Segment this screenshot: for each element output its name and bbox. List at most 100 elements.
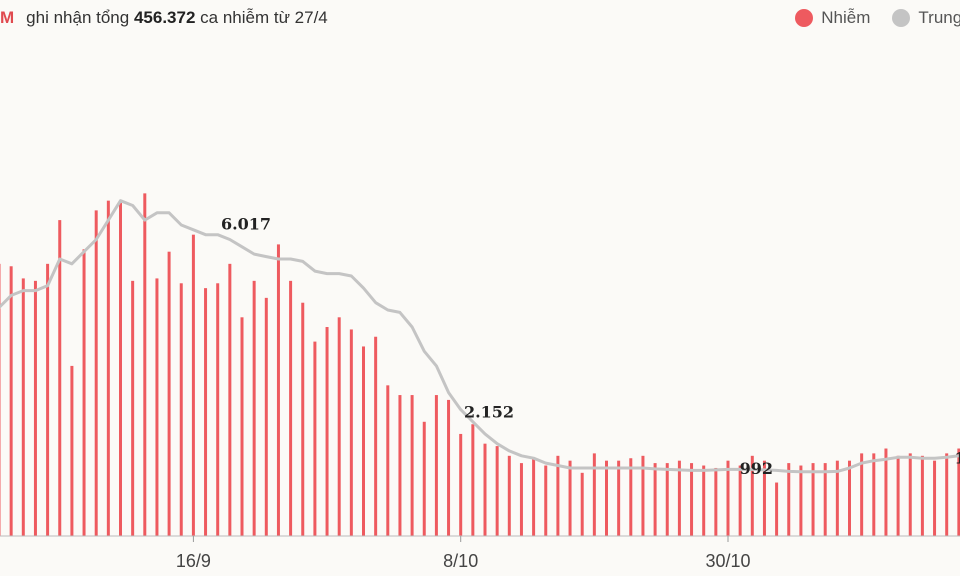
bar	[544, 465, 548, 536]
value-label: 992	[740, 459, 773, 478]
bar	[191, 234, 195, 536]
legend-item-infected[interactable]: Nhiễm	[795, 8, 870, 28]
bar	[920, 455, 924, 536]
bar	[896, 455, 900, 536]
bar	[252, 280, 256, 536]
bar	[835, 460, 839, 536]
bar	[884, 448, 888, 536]
header-text-after: ca nhiễm từ 27/4	[200, 8, 328, 27]
bar	[325, 327, 329, 536]
x-tick-label: 8/10	[443, 551, 478, 571]
bar	[762, 460, 766, 536]
x-axis-ticks: 16/9 8/10 30/10	[176, 536, 751, 571]
bar	[46, 263, 50, 536]
bar	[386, 385, 390, 536]
bar	[410, 395, 414, 536]
header-text-before: ghi nhận tổng	[26, 8, 130, 27]
bar	[702, 465, 706, 536]
bar	[289, 280, 293, 536]
bar	[726, 460, 730, 536]
bar	[349, 329, 353, 536]
bar	[131, 280, 135, 536]
bar	[592, 453, 596, 536]
bar	[933, 460, 937, 536]
bar	[568, 460, 572, 536]
value-label: 2.152	[464, 402, 514, 421]
bar	[714, 467, 718, 536]
value-annotations: 6.017 2.152 992 1.	[221, 215, 960, 478]
bar	[447, 399, 451, 536]
bar	[422, 421, 426, 536]
legend-dot-infected	[795, 9, 814, 27]
bar	[119, 200, 122, 536]
bar	[629, 458, 633, 536]
bar	[94, 210, 98, 536]
bar	[398, 395, 402, 536]
legend-item-average[interactable]: Trung bình	[892, 8, 960, 28]
bar	[228, 263, 232, 536]
bar	[872, 453, 876, 536]
bar	[775, 482, 779, 536]
bar	[434, 395, 438, 536]
header-tag: M	[0, 8, 15, 27]
bar	[799, 465, 803, 536]
bar	[823, 463, 827, 536]
bar	[143, 193, 147, 536]
bar	[204, 288, 208, 536]
legend-dot-average	[892, 9, 911, 27]
bar	[459, 433, 463, 536]
bar	[301, 302, 305, 536]
bar	[860, 453, 864, 536]
bar	[21, 278, 25, 536]
chart-header: M ghi nhận tổng 456.372 ca nhiễm từ 27/4	[0, 6, 328, 30]
bar	[957, 448, 960, 536]
bar	[665, 463, 669, 536]
bar	[33, 280, 37, 536]
bar	[70, 365, 74, 536]
bar	[653, 463, 657, 536]
bar	[155, 278, 159, 536]
bar	[9, 266, 13, 536]
bar	[471, 424, 475, 536]
bar	[690, 463, 694, 536]
bar	[750, 455, 754, 536]
bar	[556, 455, 560, 536]
legend-label-average: Trung bình	[918, 8, 960, 27]
value-label: 6.017	[221, 215, 271, 234]
bar	[738, 465, 742, 536]
bar	[106, 200, 110, 536]
bar	[811, 463, 815, 536]
bar	[240, 317, 244, 536]
bar	[580, 472, 584, 536]
bar	[483, 443, 487, 536]
bar	[945, 453, 949, 536]
bar	[848, 460, 851, 536]
bar	[787, 463, 791, 536]
bar	[908, 453, 912, 536]
bar	[276, 244, 280, 536]
bar	[58, 220, 62, 536]
bar	[167, 251, 171, 536]
chart-legend: Nhiễm Trung bình	[795, 6, 960, 30]
bar	[264, 297, 268, 536]
bar	[179, 283, 183, 536]
bar	[0, 263, 1, 536]
x-tick-label: 16/9	[176, 551, 211, 571]
bar	[617, 460, 621, 536]
bar	[641, 455, 645, 536]
bar	[532, 458, 536, 536]
header-total: 456.372	[133, 8, 196, 27]
bar	[313, 341, 317, 536]
value-label: 1.	[954, 449, 960, 468]
bar	[82, 249, 86, 536]
bar	[337, 317, 341, 536]
bar	[362, 346, 365, 536]
bar	[495, 446, 499, 536]
bar	[677, 460, 681, 536]
bar	[605, 460, 608, 536]
bar	[519, 463, 523, 536]
bar	[374, 336, 378, 536]
bar	[216, 283, 220, 536]
legend-label-infected: Nhiễm	[821, 8, 871, 27]
